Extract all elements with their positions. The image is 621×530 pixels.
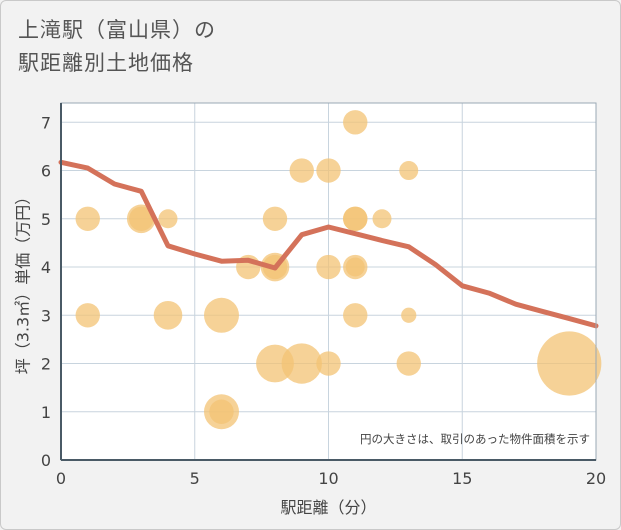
y-tick-label: 7 [41, 113, 51, 132]
data-bubble [343, 110, 368, 135]
data-bubble [537, 331, 602, 396]
data-bubble [75, 206, 100, 231]
data-bubble [372, 209, 392, 229]
bubble-size-note: 円の大きさは、取引のあった物件面積を示す [360, 432, 590, 446]
data-bubble [75, 303, 100, 328]
data-bubble [153, 300, 183, 330]
data-bubble [129, 206, 154, 231]
data-bubble [316, 254, 341, 280]
data-bubble [289, 158, 314, 183]
axis-ticks: 0 5 10 15 20 0 1 2 3 4 5 6 7 [41, 103, 606, 488]
x-tick-label: 10 [318, 469, 338, 488]
y-tick-label: 1 [41, 403, 51, 422]
data-bubble [399, 161, 419, 181]
y-tick-label: 4 [41, 258, 51, 277]
data-bubble [158, 209, 178, 229]
chart-title: 上滝駅（富山県）の 駅距離別土地価格 [18, 14, 216, 80]
data-bubble [343, 303, 368, 328]
data-bubble [281, 343, 322, 384]
x-tick-label: 5 [190, 469, 200, 488]
average-price-line [58, 159, 599, 329]
data-bubble [343, 206, 368, 231]
data-bubble [396, 351, 421, 376]
y-axis-label: 坪（3.3㎡）単価（万円） [14, 189, 33, 374]
data-bubble [401, 307, 417, 323]
data-bubble [209, 399, 234, 424]
chart-title-line1: 上滝駅（富山県）の [18, 18, 216, 42]
y-tick-label: 6 [41, 162, 51, 181]
chart-title-line2: 駅距離別土地価格 [18, 51, 194, 75]
data-bubble [316, 351, 341, 376]
y-tick-label: 0 [41, 451, 51, 470]
y-tick-label: 5 [41, 210, 51, 229]
x-tick-label: 0 [56, 469, 66, 488]
x-axis-label: 駅距離（分） [280, 498, 376, 517]
data-bubble [204, 297, 239, 333]
data-bubble [316, 158, 341, 183]
data-bubble [345, 257, 365, 277]
y-tick-label: 2 [41, 355, 51, 374]
y-tick-label: 3 [41, 306, 51, 325]
data-bubble [262, 206, 288, 231]
x-tick-label: 15 [452, 469, 472, 488]
x-tick-label: 20 [586, 469, 606, 488]
